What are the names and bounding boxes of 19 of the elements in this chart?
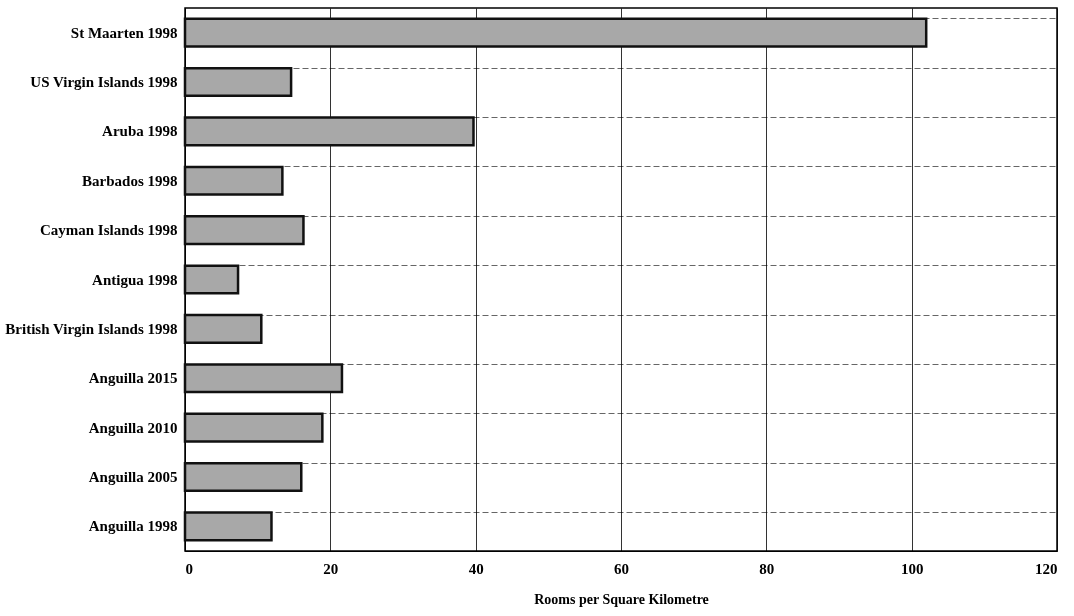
y-tick-label: British Virgin Islands 1998 (5, 320, 178, 337)
y-tick-label: Antigua 1998 (92, 271, 178, 288)
x-tick-label: 60 (614, 560, 629, 577)
x-tick-label: 80 (759, 560, 775, 577)
x-tick-label: 40 (468, 560, 484, 577)
y-tick-label: Cayman Islands 1998 (39, 222, 178, 239)
x-tick-label: 100 (900, 560, 924, 577)
y-tick-label: US Virgin Islands 1998 (30, 74, 178, 91)
y-tick-label: Anguilla 2015 (88, 370, 178, 387)
y-tick-label: Anguilla 2005 (88, 468, 178, 485)
x-axis-title: Rooms per Square Kilometre (534, 591, 709, 607)
x-tick-label: 20 (323, 560, 339, 577)
x-tick-label: 120 (1035, 560, 1058, 577)
y-tick-label: Barbados 1998 (82, 172, 178, 189)
y-tick-label: Aruba 1998 (102, 123, 178, 140)
x-tick-label: 0 (185, 560, 193, 577)
y-tick-label: Anguilla 2010 (88, 419, 178, 436)
y-tick-label: St Maarten 1998 (70, 24, 178, 41)
y-tick-label: Anguilla 1998 (88, 518, 178, 535)
